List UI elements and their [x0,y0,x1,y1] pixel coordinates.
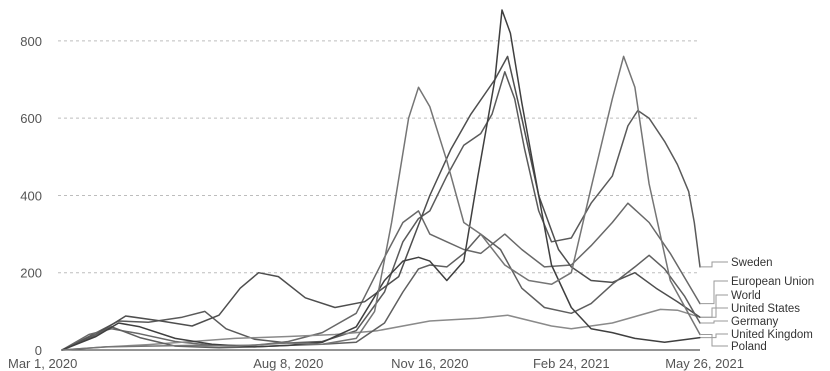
x-tick-label: Feb 24, 2021 [533,356,610,371]
grid [58,40,700,274]
x-tick-label: May 26, 2021 [665,356,744,371]
series-line-european-union [61,202,701,351]
legend-label-united-kingdom: United Kingdom [731,329,813,341]
series-lines [61,9,701,351]
y-tick-label: 0 [35,343,42,358]
x-tick-label: Nov 16, 2020 [391,356,468,371]
x-axis-tick-labels: Mar 1, 2020 Aug 8, 2020 Nov 16, 2020 Feb 24… [8,356,744,371]
series-line-germany [61,233,701,351]
y-tick-label: 800 [20,34,42,49]
series-line-united-states [61,55,701,351]
legend-leader-united-kingdom [701,333,728,339]
legend-label-european-union: European Union [731,276,814,288]
legend-leader-united-states [701,307,728,318]
series-line-world [61,308,701,351]
legend-label-germany: Germany [731,316,779,328]
x-tick-label: Aug 8, 2020 [253,356,323,371]
legend-leader-european-union [701,280,728,305]
y-axis-tick-labels: 0 200 400 600 800 [20,34,42,358]
legend-label-sweden: Sweden [731,257,773,269]
legend-leader-poland [701,334,728,347]
y-tick-label: 400 [20,188,42,203]
legend-leader-germany [701,320,728,324]
x-tick-label: Mar 1, 2020 [8,356,77,371]
y-tick-label: 600 [20,111,42,126]
legend-label-poland: Poland [731,341,767,353]
series-line-poland [61,55,701,351]
legend-leader-sweden [701,261,728,268]
legend-label-united-states: United States [731,303,800,315]
y-tick-label: 200 [20,266,42,281]
series-line-united-kingdom [61,9,701,351]
series-line-sweden [61,71,701,351]
legend-label-world: World [731,290,761,302]
